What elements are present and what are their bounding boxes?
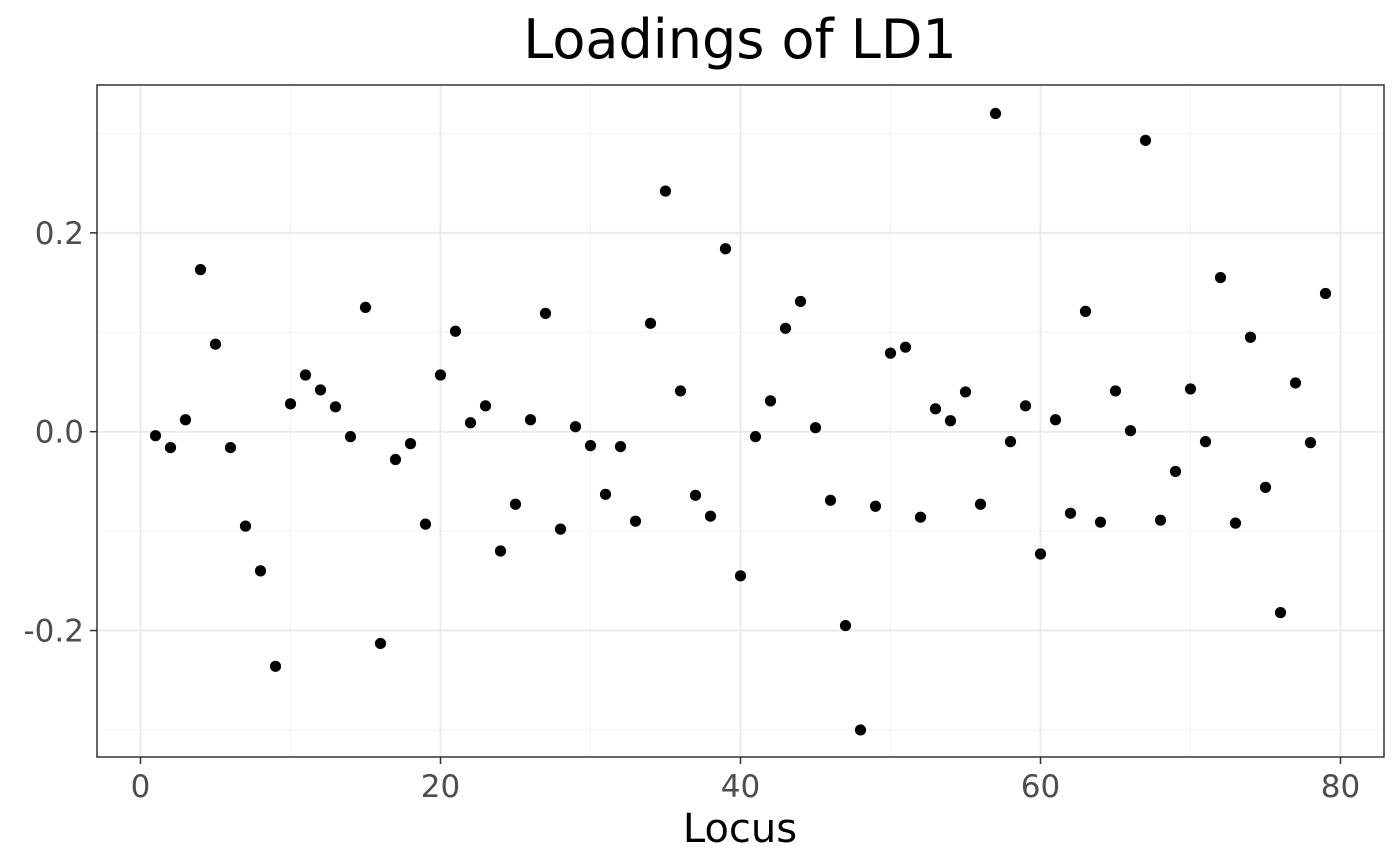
x-axis-title: Locus: [683, 806, 797, 852]
data-point: [179, 414, 192, 426]
data-point: [749, 431, 762, 443]
data-point: [869, 500, 882, 512]
x-tick-label: 80: [1321, 769, 1360, 805]
data-point: [734, 570, 747, 582]
x-tick-label: 60: [1021, 769, 1060, 805]
data-point: [449, 325, 462, 337]
data-point: [599, 488, 612, 500]
grid: [97, 85, 1384, 757]
data-point: [914, 511, 927, 523]
data-point: [554, 523, 567, 535]
axes: 0 20 40 60 80 -0.2 0.0 0.2: [24, 216, 1361, 805]
data-point: [464, 417, 477, 429]
data-point: [764, 395, 777, 407]
chart-title: Loadings of LD1: [523, 8, 957, 71]
data-point: [719, 243, 732, 255]
data-point: [1124, 425, 1137, 437]
data-point: [629, 515, 642, 527]
data-point: [329, 401, 342, 413]
data-point: [1244, 331, 1257, 343]
data-point: [1064, 507, 1077, 519]
data-point: [1274, 607, 1287, 619]
data-point: [944, 415, 957, 427]
data-point: [149, 430, 162, 442]
data-point: [314, 384, 327, 396]
data-point: [704, 510, 717, 522]
data-point: [1304, 437, 1317, 449]
data-point: [1259, 481, 1272, 493]
data-point: [974, 498, 987, 510]
data-point: [494, 545, 507, 557]
data-point: [854, 724, 867, 736]
data-point: [239, 520, 252, 532]
data-point: [269, 660, 282, 672]
data-point: [659, 185, 672, 197]
data-point: [1034, 548, 1047, 560]
data-point: [584, 440, 597, 452]
data-point: [479, 400, 492, 412]
x-tick-label: 20: [421, 769, 460, 805]
data-point: [1184, 383, 1197, 395]
x-tick-label: 0: [131, 769, 151, 805]
data-point: [839, 619, 852, 632]
x-tick-label: 40: [721, 769, 760, 805]
data-point: [1004, 436, 1017, 448]
data-point: [929, 403, 942, 415]
data-point: [284, 398, 297, 410]
data-point: [389, 453, 402, 466]
data-point: [644, 317, 657, 329]
data-point: [1019, 400, 1032, 412]
data-point: [1199, 436, 1212, 448]
data-point: [959, 386, 972, 398]
data-point: [1049, 414, 1062, 426]
y-tick-label: -0.2: [24, 614, 85, 650]
data-point: [1094, 516, 1107, 528]
data-point: [299, 369, 312, 381]
data-point: [899, 341, 912, 353]
data-point: [209, 338, 222, 350]
data-point: [344, 431, 357, 443]
data-point: [194, 264, 207, 276]
data-point: [1214, 271, 1227, 284]
data-point: [809, 422, 822, 434]
data-point: [1109, 385, 1122, 397]
data-point: [434, 369, 447, 381]
data-point: [1319, 287, 1332, 300]
data-point: [794, 295, 807, 308]
data-point: [359, 301, 372, 314]
data-point: [989, 107, 1002, 120]
data-points: [149, 107, 1332, 736]
data-point: [824, 494, 837, 506]
data-point: [1079, 305, 1092, 317]
data-point: [689, 489, 702, 501]
data-point: [524, 414, 537, 426]
data-point: [569, 421, 582, 433]
data-point: [224, 441, 237, 454]
y-tick-label: 0.0: [35, 415, 84, 451]
data-point: [884, 347, 897, 359]
data-point: [404, 438, 417, 450]
data-point: [1229, 517, 1242, 529]
data-point: [1139, 134, 1152, 146]
data-point: [1289, 377, 1302, 389]
data-point: [1169, 465, 1182, 478]
data-point: [374, 637, 387, 650]
data-point: [539, 307, 552, 319]
data-point: [674, 385, 687, 397]
y-tick-label: 0.2: [35, 216, 84, 252]
data-point: [419, 518, 432, 530]
data-point: [779, 322, 792, 334]
data-point: [509, 498, 522, 510]
data-point: [164, 441, 177, 454]
data-point: [614, 441, 627, 453]
data-point: [1154, 514, 1167, 526]
data-point: [254, 565, 267, 577]
